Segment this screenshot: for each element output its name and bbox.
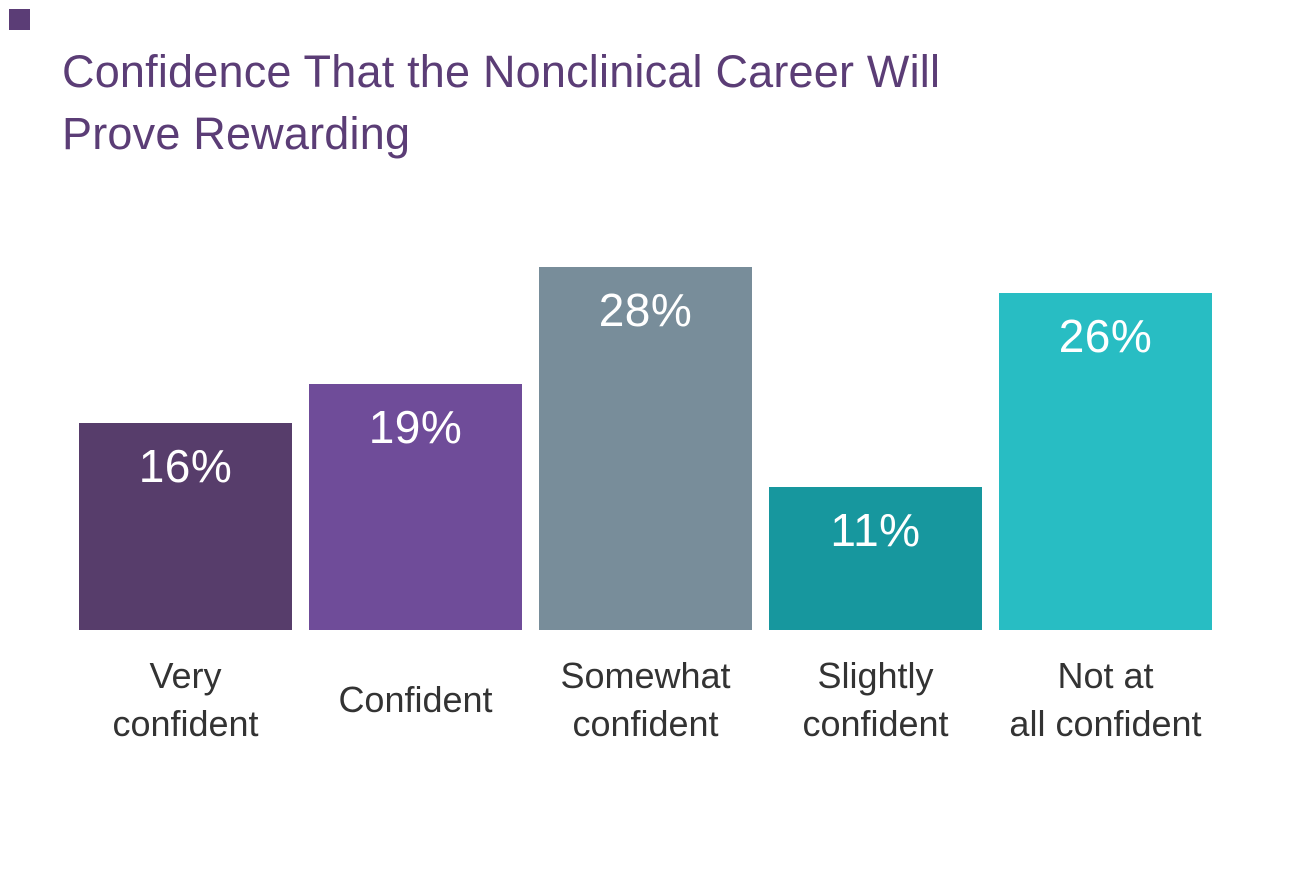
category-label-line: confident xyxy=(802,703,949,744)
category-label: Slightly confident xyxy=(769,648,982,752)
bar-value-label: 26% xyxy=(1058,310,1153,362)
category-label-line: confident xyxy=(112,703,259,744)
bar-value-label: 19% xyxy=(368,401,463,453)
chart-title: Confidence That the Nonclinical Career W… xyxy=(62,41,940,165)
category-label-line: all confident xyxy=(1009,703,1202,744)
category-label-line: Very xyxy=(149,655,222,696)
category-axis-labels: Very confident Confident Somewhat confident S… xyxy=(79,648,1212,752)
bar-value-label: 11% xyxy=(830,504,921,556)
category-label: Somewhat confident xyxy=(539,648,752,752)
chart-title-line-1: Confidence That the Nonclinical Career W… xyxy=(62,46,941,97)
bar-1: 16% xyxy=(79,423,292,630)
category-label-line: Somewhat xyxy=(560,655,731,696)
bar-value-label: 16% xyxy=(138,440,233,492)
bar-4: 11% xyxy=(769,487,982,630)
bar-2: 19% xyxy=(309,384,522,630)
bar-3: 28% xyxy=(539,267,752,630)
corner-accent-square xyxy=(9,9,30,30)
bar-chart-plot-area: 16% 19% 28% 11% 26% xyxy=(79,267,1212,630)
bar-value-label: 28% xyxy=(598,284,693,336)
category-label-line: Not at xyxy=(1057,655,1154,696)
category-label: Confident xyxy=(309,648,522,752)
category-label: Not at all confident xyxy=(999,648,1212,752)
category-label-line: confident xyxy=(572,703,719,744)
category-label: Very confident xyxy=(79,648,292,752)
category-label-line: Slightly xyxy=(817,655,934,696)
category-label-line: Confident xyxy=(338,679,493,720)
chart-title-line-2: Prove Rewarding xyxy=(62,108,411,159)
bar-5: 26% xyxy=(999,293,1212,630)
